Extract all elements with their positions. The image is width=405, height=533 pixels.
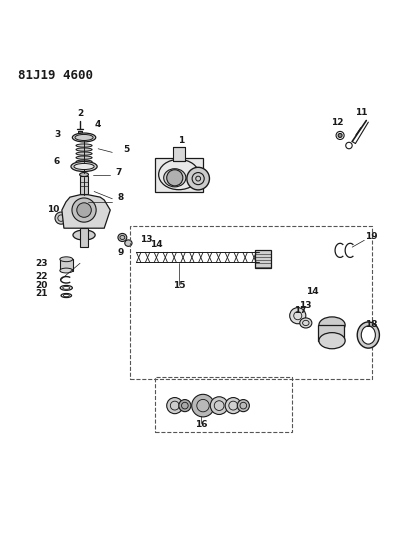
Circle shape [72, 198, 96, 222]
Circle shape [210, 397, 228, 415]
Ellipse shape [60, 268, 72, 273]
Ellipse shape [76, 152, 92, 155]
Text: 6: 6 [54, 157, 60, 166]
Bar [154, 158, 202, 192]
Bar [173, 147, 184, 161]
Ellipse shape [76, 156, 92, 159]
Text: 14: 14 [305, 287, 318, 296]
Bar [80, 228, 87, 247]
Bar [130, 226, 371, 379]
Ellipse shape [356, 322, 379, 348]
Text: 18: 18 [364, 320, 377, 329]
Bar [60, 259, 72, 271]
Bar [80, 176, 87, 194]
Circle shape [166, 169, 182, 186]
Ellipse shape [73, 230, 95, 240]
Circle shape [178, 400, 190, 411]
Text: 4: 4 [95, 120, 101, 130]
Ellipse shape [163, 169, 185, 187]
Text: 1: 1 [177, 136, 183, 145]
Bar [317, 325, 343, 341]
Ellipse shape [124, 240, 132, 246]
Ellipse shape [117, 233, 126, 241]
Ellipse shape [60, 257, 72, 262]
Circle shape [337, 133, 341, 138]
Text: 13: 13 [140, 235, 152, 244]
Text: 13: 13 [298, 301, 311, 310]
Text: 16: 16 [194, 419, 207, 429]
Text: 5: 5 [123, 144, 129, 154]
Circle shape [289, 308, 305, 324]
Text: 7: 7 [115, 167, 121, 176]
Circle shape [237, 400, 249, 411]
Ellipse shape [76, 160, 92, 163]
Polygon shape [62, 195, 110, 228]
Ellipse shape [75, 134, 93, 141]
Ellipse shape [158, 159, 198, 190]
Text: 23: 23 [35, 260, 48, 269]
Circle shape [225, 398, 241, 414]
Bar [154, 377, 291, 432]
Text: 12: 12 [330, 118, 343, 127]
Ellipse shape [76, 148, 92, 151]
Ellipse shape [74, 164, 94, 169]
Ellipse shape [76, 144, 92, 147]
Text: 10: 10 [47, 205, 59, 214]
Text: 2: 2 [77, 109, 83, 118]
Ellipse shape [299, 318, 311, 328]
Ellipse shape [79, 173, 88, 176]
Circle shape [55, 212, 67, 224]
Text: 17: 17 [293, 306, 306, 315]
Text: 22: 22 [35, 272, 48, 281]
Text: 15: 15 [172, 281, 185, 290]
Circle shape [186, 167, 209, 190]
Ellipse shape [72, 133, 96, 142]
Text: 21: 21 [35, 288, 48, 297]
Circle shape [191, 394, 214, 417]
Ellipse shape [71, 161, 97, 172]
Text: 11: 11 [354, 108, 367, 117]
Text: 8: 8 [117, 193, 123, 202]
Text: 3: 3 [54, 131, 60, 140]
Ellipse shape [318, 333, 344, 349]
Circle shape [77, 203, 91, 217]
Text: 20: 20 [35, 281, 48, 290]
Text: 81J19 4600: 81J19 4600 [17, 69, 92, 82]
Bar [78, 132, 82, 135]
Text: 14: 14 [150, 240, 162, 249]
Text: 19: 19 [364, 232, 377, 241]
Bar [255, 250, 270, 268]
Ellipse shape [318, 317, 344, 333]
Circle shape [166, 398, 182, 414]
Ellipse shape [360, 326, 375, 344]
Text: 9: 9 [117, 248, 123, 257]
